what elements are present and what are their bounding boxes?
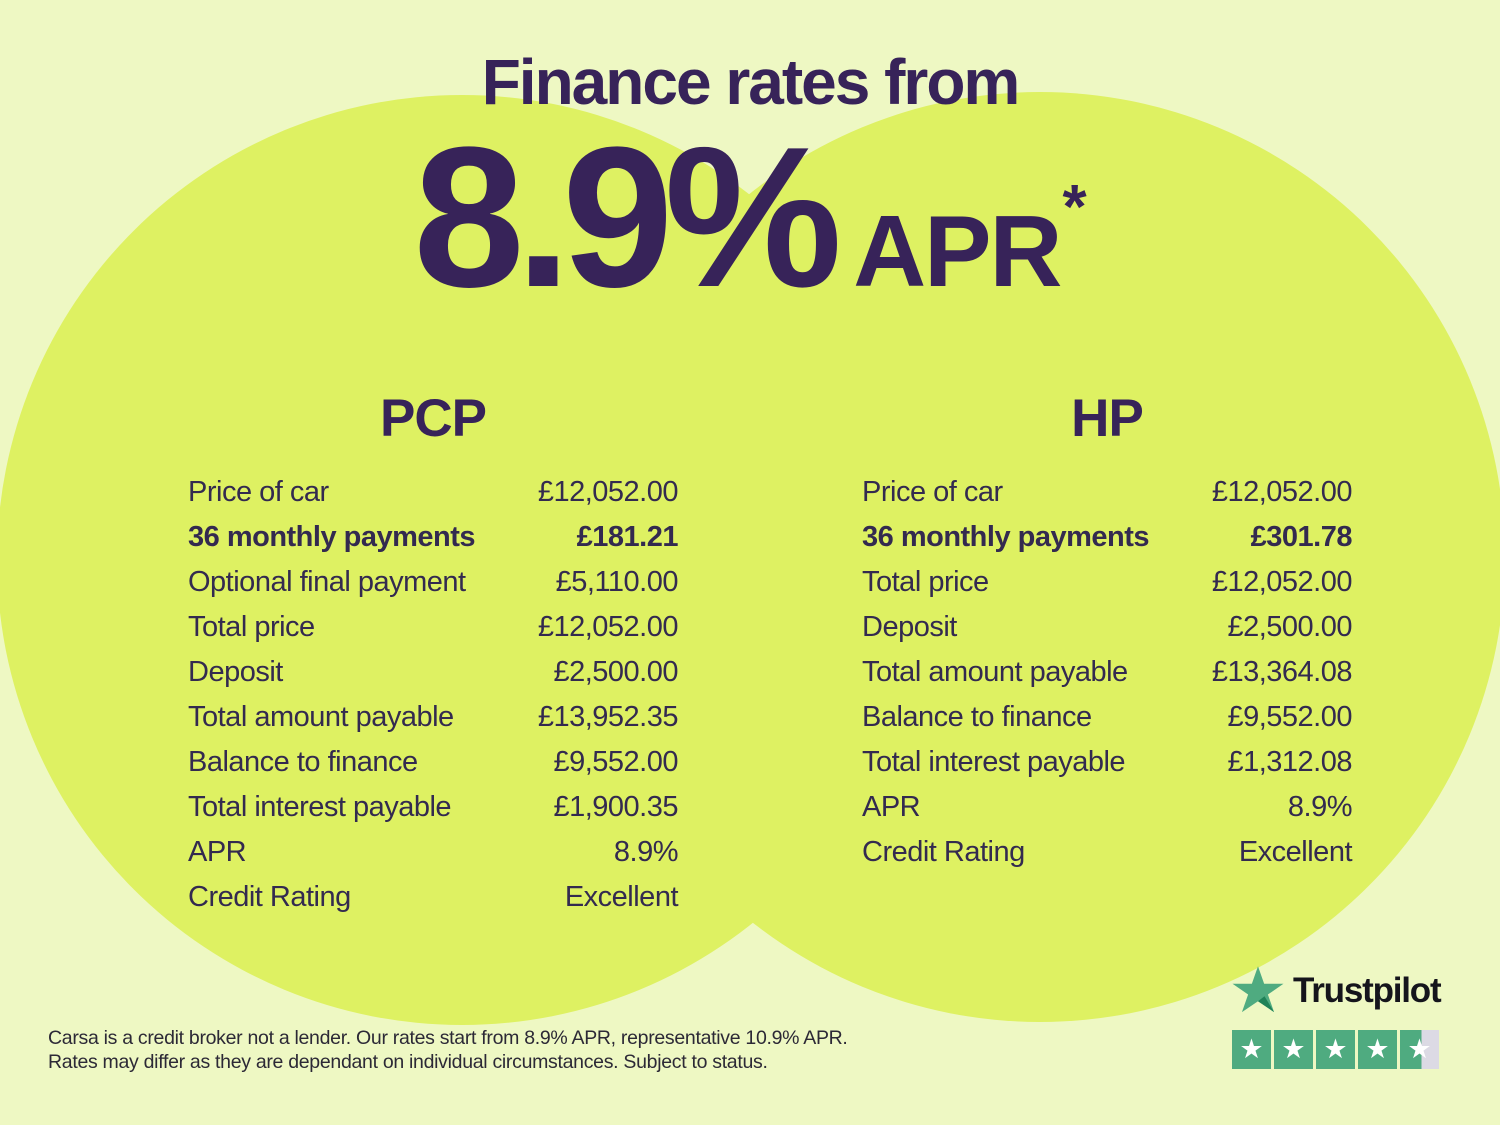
table-row: 36 monthly payments £181.21: [188, 515, 679, 560]
rating-star-half-icon: ★: [1400, 1030, 1439, 1069]
row-label: Total amount payable: [188, 701, 454, 733]
row-value: £1,312.08: [1227, 746, 1352, 778]
table-row: Price of car £12,052.00: [188, 470, 679, 515]
row-label: Total price: [862, 566, 989, 598]
rate-unit: APR: [853, 196, 1062, 308]
row-value: Excellent: [1238, 836, 1353, 868]
table-row: APR 8.9%: [862, 785, 1353, 830]
background-circle-right: [575, 92, 1500, 1022]
row-label: APR: [862, 791, 921, 823]
row-label: Total interest payable: [862, 746, 1126, 778]
pcp-table: PCP Price of car £12,052.00 36 monthly p…: [188, 388, 679, 920]
table-row: Total price £12,052.00: [862, 560, 1353, 605]
row-label: 36 monthly payments: [188, 521, 476, 553]
row-label: APR: [188, 836, 247, 868]
legal-disclaimer: Carsa is a credit broker not a lender. O…: [48, 1026, 868, 1074]
row-value: £9,552.00: [1227, 701, 1352, 733]
row-value: 8.9%: [1287, 791, 1353, 823]
row-value: £181.21: [576, 521, 679, 553]
table-row: Total interest payable £1,312.08: [862, 740, 1352, 785]
rating-star-icon: ★: [1358, 1030, 1397, 1069]
trustpilot-logo: Trustpilot: [1232, 966, 1448, 1016]
table-row: Price of car £12,052.00: [862, 470, 1353, 515]
trustpilot-star-icon: [1232, 966, 1284, 1013]
row-label: Optional final payment: [188, 566, 466, 598]
row-value: Excellent: [564, 881, 679, 913]
row-label: Total amount payable: [862, 656, 1128, 688]
row-label: Deposit: [188, 656, 283, 688]
row-label: Balance to finance: [862, 701, 1092, 733]
hp-table: HP Price of car £12,052.00 36 monthly pa…: [862, 388, 1353, 875]
row-label: Price of car: [862, 476, 1003, 508]
trustpilot-badge: Trustpilot ★ ★ ★ ★ ★: [1232, 966, 1448, 1069]
row-label: Total price: [188, 611, 315, 643]
row-value: £2,500.00: [553, 656, 678, 688]
disclaimer-line-1: Carsa is a credit broker not a lender. O…: [48, 1027, 848, 1049]
row-value: £2,500.00: [1227, 611, 1352, 643]
table-row: Total amount payable £13,364.08: [862, 650, 1353, 695]
table-row: Deposit £2,500.00: [188, 650, 678, 695]
disclaimer-line-2: Rates may differ as they are dependant o…: [48, 1051, 768, 1073]
headline-rate: 8.9% APR*: [0, 118, 1500, 318]
table-row: 36 monthly payments £301.78: [862, 515, 1353, 560]
table-row: Balance to finance £9,552.00: [188, 740, 678, 785]
row-value: £12,052.00: [1211, 566, 1353, 598]
row-label: Balance to finance: [188, 746, 418, 778]
rate-value: 8.9%: [413, 106, 842, 329]
row-label: Price of car: [188, 476, 329, 508]
table-row: Total interest payable £1,900.35: [188, 785, 678, 830]
page-title: Finance rates from: [481, 46, 1021, 118]
row-value: £13,952.35: [537, 701, 679, 733]
row-label: Deposit: [862, 611, 957, 643]
row-value: £5,110.00: [555, 566, 679, 598]
row-label: 36 monthly payments: [862, 521, 1150, 553]
row-value: £12,052.00: [537, 611, 679, 643]
row-label: Credit Rating: [862, 836, 1025, 868]
trustpilot-rating-stars: ★ ★ ★ ★ ★: [1232, 1030, 1448, 1069]
table-row: APR 8.9%: [188, 830, 679, 875]
row-value: £301.78: [1250, 521, 1353, 553]
row-label: Total interest payable: [188, 791, 452, 823]
trustpilot-wordmark: Trustpilot: [1293, 971, 1442, 1010]
table-row: Optional final payment £5,110.00: [188, 560, 679, 605]
row-value: £1,900.35: [553, 791, 678, 823]
row-value: £9,552.00: [553, 746, 678, 778]
row-value: £13,364.08: [1211, 656, 1353, 688]
rating-star-icon: ★: [1274, 1030, 1313, 1069]
hp-table-title: HP: [1071, 389, 1144, 448]
row-label: Credit Rating: [188, 881, 351, 913]
table-row: Balance to finance £9,552.00: [862, 695, 1352, 740]
rating-star-icon: ★: [1316, 1030, 1355, 1069]
table-row: Total amount payable £13,952.35: [188, 695, 679, 740]
row-value: £12,052.00: [1211, 476, 1353, 508]
pcp-table-title: PCP: [380, 389, 487, 448]
table-row: Total price £12,052.00: [188, 605, 679, 650]
rate-footnote-marker: *: [1062, 173, 1087, 242]
table-row: Deposit £2,500.00: [862, 605, 1352, 650]
row-value: £12,052.00: [537, 476, 679, 508]
rating-star-icon: ★: [1232, 1030, 1271, 1069]
table-row: Credit Rating Excellent: [188, 875, 679, 920]
row-value: 8.9%: [613, 836, 679, 868]
table-row: Credit Rating Excellent: [862, 830, 1353, 875]
